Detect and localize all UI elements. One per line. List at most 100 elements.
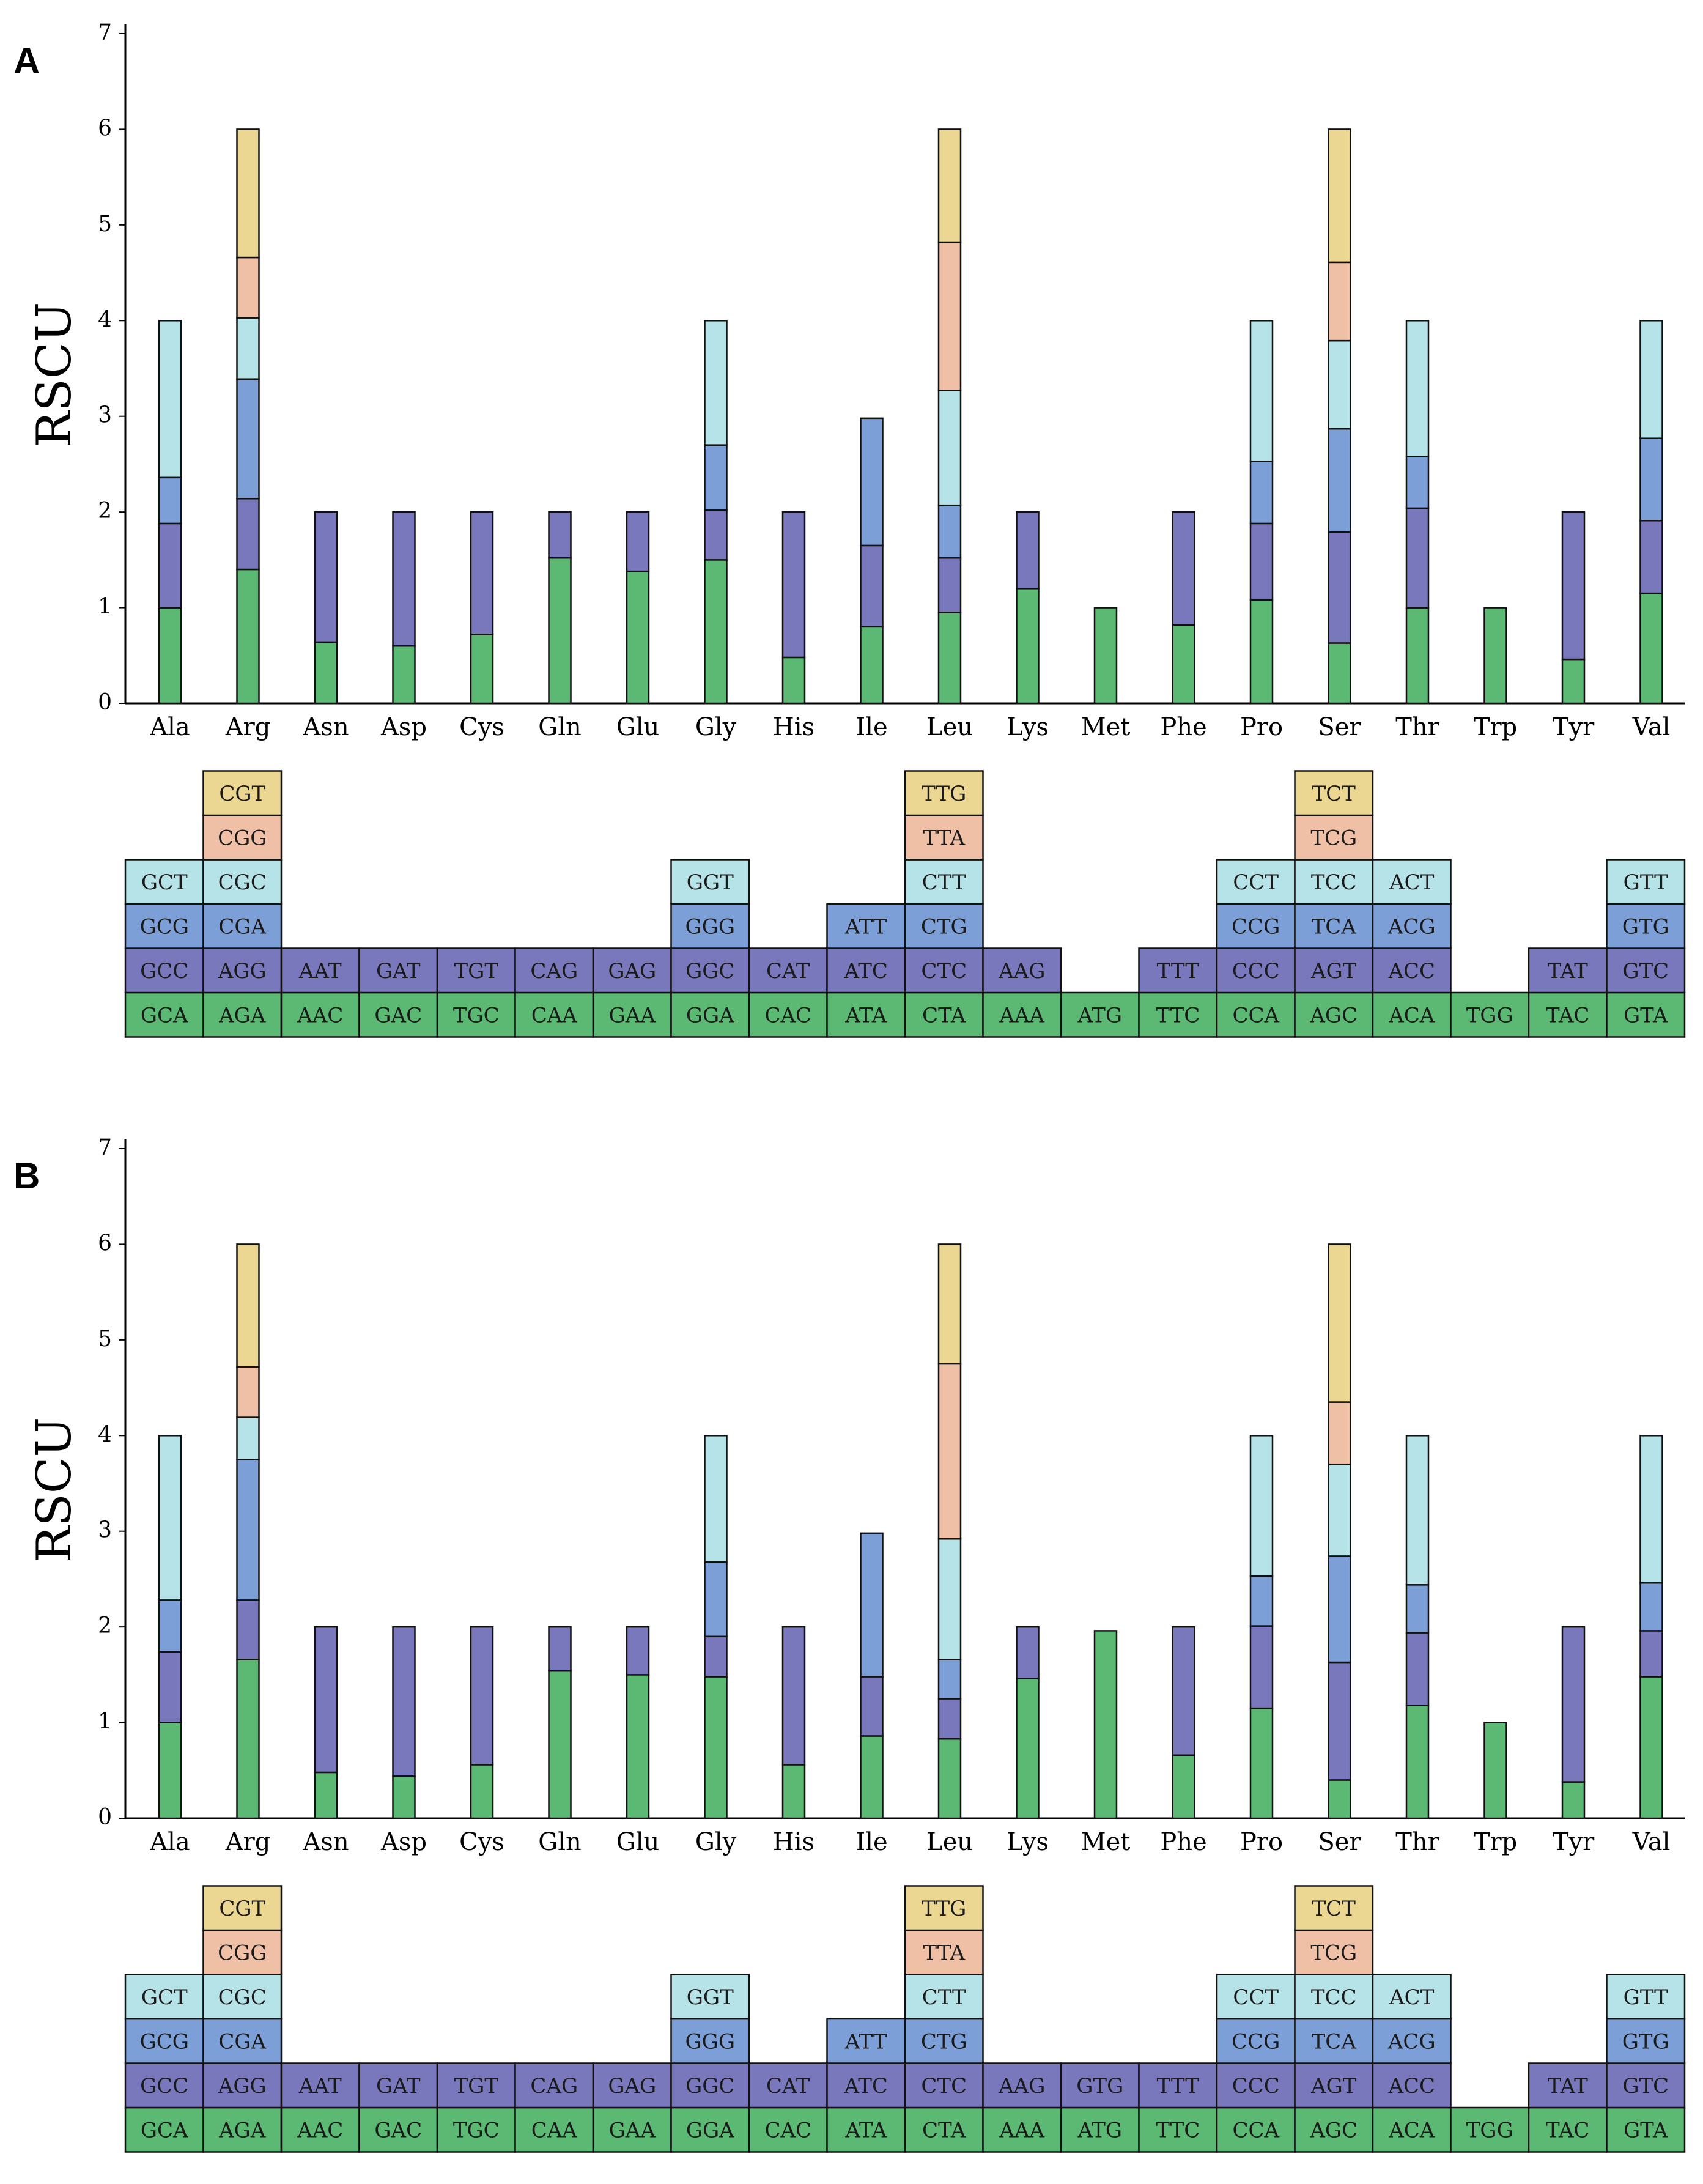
bar-segment-ala-gcc (158, 522, 182, 609)
codon-cell-cgt (202, 770, 283, 816)
x-tick-label: Ala (149, 1828, 190, 1856)
codon-label: CAA (531, 2118, 578, 2142)
codon-cell-gtg (1606, 2018, 1686, 2064)
codon-label: ACA (1388, 1003, 1435, 1027)
codon-cell-ggg (670, 903, 750, 949)
codon-cell-gtt (1606, 1974, 1686, 2020)
bar-segment-glu-gaa (626, 1674, 650, 1819)
x-tick-label: Glu (616, 1828, 660, 1856)
codon-label: AGA (218, 2118, 266, 2142)
bar-segment-ser-tcg (1328, 1401, 1351, 1465)
bar-segment-his-cac (781, 1764, 806, 1819)
codon-cell-ttg (904, 1885, 984, 1931)
codon-label: CAT (766, 2074, 810, 2098)
codon-label: TCT (1312, 782, 1356, 806)
codon-label: GCG (140, 914, 189, 939)
codon-cell-att (826, 903, 906, 949)
codon-label: GTT (1624, 870, 1668, 895)
x-tick-label: Met (1081, 713, 1131, 741)
bar-segment-ser-tcc (1328, 339, 1351, 430)
codon-label: CCT (1233, 870, 1279, 895)
x-tick-label: Pro (1240, 713, 1283, 741)
y-tick-label: 1 (98, 594, 112, 620)
bar-segment-thr-act (1405, 1435, 1430, 1586)
bar-segment-arg-cga (236, 1459, 260, 1601)
y-tick-label: 7 (98, 1135, 112, 1160)
codon-cell-gcg (124, 2018, 204, 2064)
bar-segment-ala-gcg (158, 1599, 182, 1653)
codon-cell-tgg (1450, 2106, 1530, 2153)
codon-cell-cca (1216, 2106, 1296, 2153)
y-tick-label: 4 (98, 1422, 112, 1447)
bar-segment-his-cac (781, 656, 806, 705)
codon-label: CTA (922, 1003, 966, 1027)
bar-segment-ser-tca (1328, 428, 1351, 533)
bar-segment-phe-ttc (1172, 624, 1195, 705)
x-tick-label: Tyr (1553, 713, 1595, 741)
codon-label: TGT (454, 2074, 498, 2098)
bar-segment-arg-cgt (236, 128, 260, 259)
y-tick-label: 7 (98, 20, 112, 45)
codon-label: CGA (218, 914, 266, 939)
codon-cell-ggt (670, 1974, 750, 2020)
codon-label: TGC (453, 1003, 500, 1027)
codon-cell-gta (1606, 2106, 1686, 2153)
codon-label: ACC (1387, 2074, 1435, 2098)
codon-label: TCG (1310, 826, 1357, 850)
y-axis-label: RSCU (27, 302, 82, 448)
x-tick-label: Ile (855, 1828, 887, 1856)
codon-cell-atc (826, 947, 906, 994)
y-tick-label: 1 (98, 1709, 112, 1734)
codon-label: GCG (140, 2029, 189, 2054)
x-tick-label: Gly (695, 1828, 737, 1856)
x-tick-label: Asp (380, 713, 427, 741)
bar-segment-pro-ccg (1249, 460, 1274, 525)
bar-segment-leu-tta (937, 1363, 962, 1540)
codon-label: GAG (608, 959, 656, 983)
y-tick-label: 5 (98, 212, 112, 237)
codon-label: ACT (1389, 870, 1435, 895)
x-tick-label: Asn (302, 1828, 349, 1856)
x-tick-label: His (773, 713, 815, 741)
bar-segment-ala-gct (158, 1435, 182, 1601)
codon-cell-ccc (1216, 947, 1296, 994)
bar-segment-asn-aac (314, 1771, 338, 1819)
codon-label: AAC (297, 1003, 343, 1027)
codon-label: GCC (140, 959, 188, 983)
x-tick-label: Arg (225, 1828, 271, 1856)
bar-segment-thr-act (1405, 320, 1430, 457)
bar-segment-ile-atc (860, 544, 884, 628)
codon-label: GGA (686, 2118, 734, 2142)
y-tick-label: 5 (98, 1327, 112, 1352)
bar-segment-ser-tcg (1328, 261, 1351, 342)
codon-label: ATC (844, 959, 888, 983)
bar-segment-ile-ata (860, 626, 884, 705)
bar-segment-asp-gac (392, 645, 416, 705)
x-tick-label: Val (1632, 713, 1671, 741)
codon-cell-gat (358, 947, 438, 994)
codon-label: AGG (218, 2074, 267, 2098)
x-tick-label: Leu (926, 1828, 973, 1856)
bar-segment-leu-tta (937, 241, 962, 391)
x-tick-label: Lys (1007, 1828, 1049, 1856)
codon-label: CGC (218, 1985, 267, 2010)
codon-cell-gtc (1606, 2062, 1686, 2109)
x-tick-label: Tyr (1553, 1828, 1595, 1856)
codon-label: ATG (1077, 1003, 1122, 1027)
codon-label: GCT (141, 870, 188, 895)
codon-label: TCA (1312, 2029, 1357, 2054)
bar-segment-ile-atc (860, 1676, 884, 1737)
codon-label: TTG (922, 782, 966, 806)
bar-segment-leu-ctc (937, 557, 962, 613)
codon-label: TTG (922, 1897, 966, 1921)
x-tick-label: Leu (926, 713, 973, 741)
y-tick-label: 3 (98, 1518, 112, 1543)
codon-cell-att (826, 2018, 906, 2064)
x-tick-label: Gly (695, 713, 737, 741)
codon-label: CCA (1232, 2118, 1279, 2142)
bar-segment-ser-tcc (1328, 1463, 1351, 1557)
codon-cell-cct (1216, 1974, 1296, 2020)
x-tick-label: Ile (855, 713, 887, 741)
bar-segment-his-cat (781, 1626, 806, 1766)
codon-label: AAG (998, 959, 1045, 983)
